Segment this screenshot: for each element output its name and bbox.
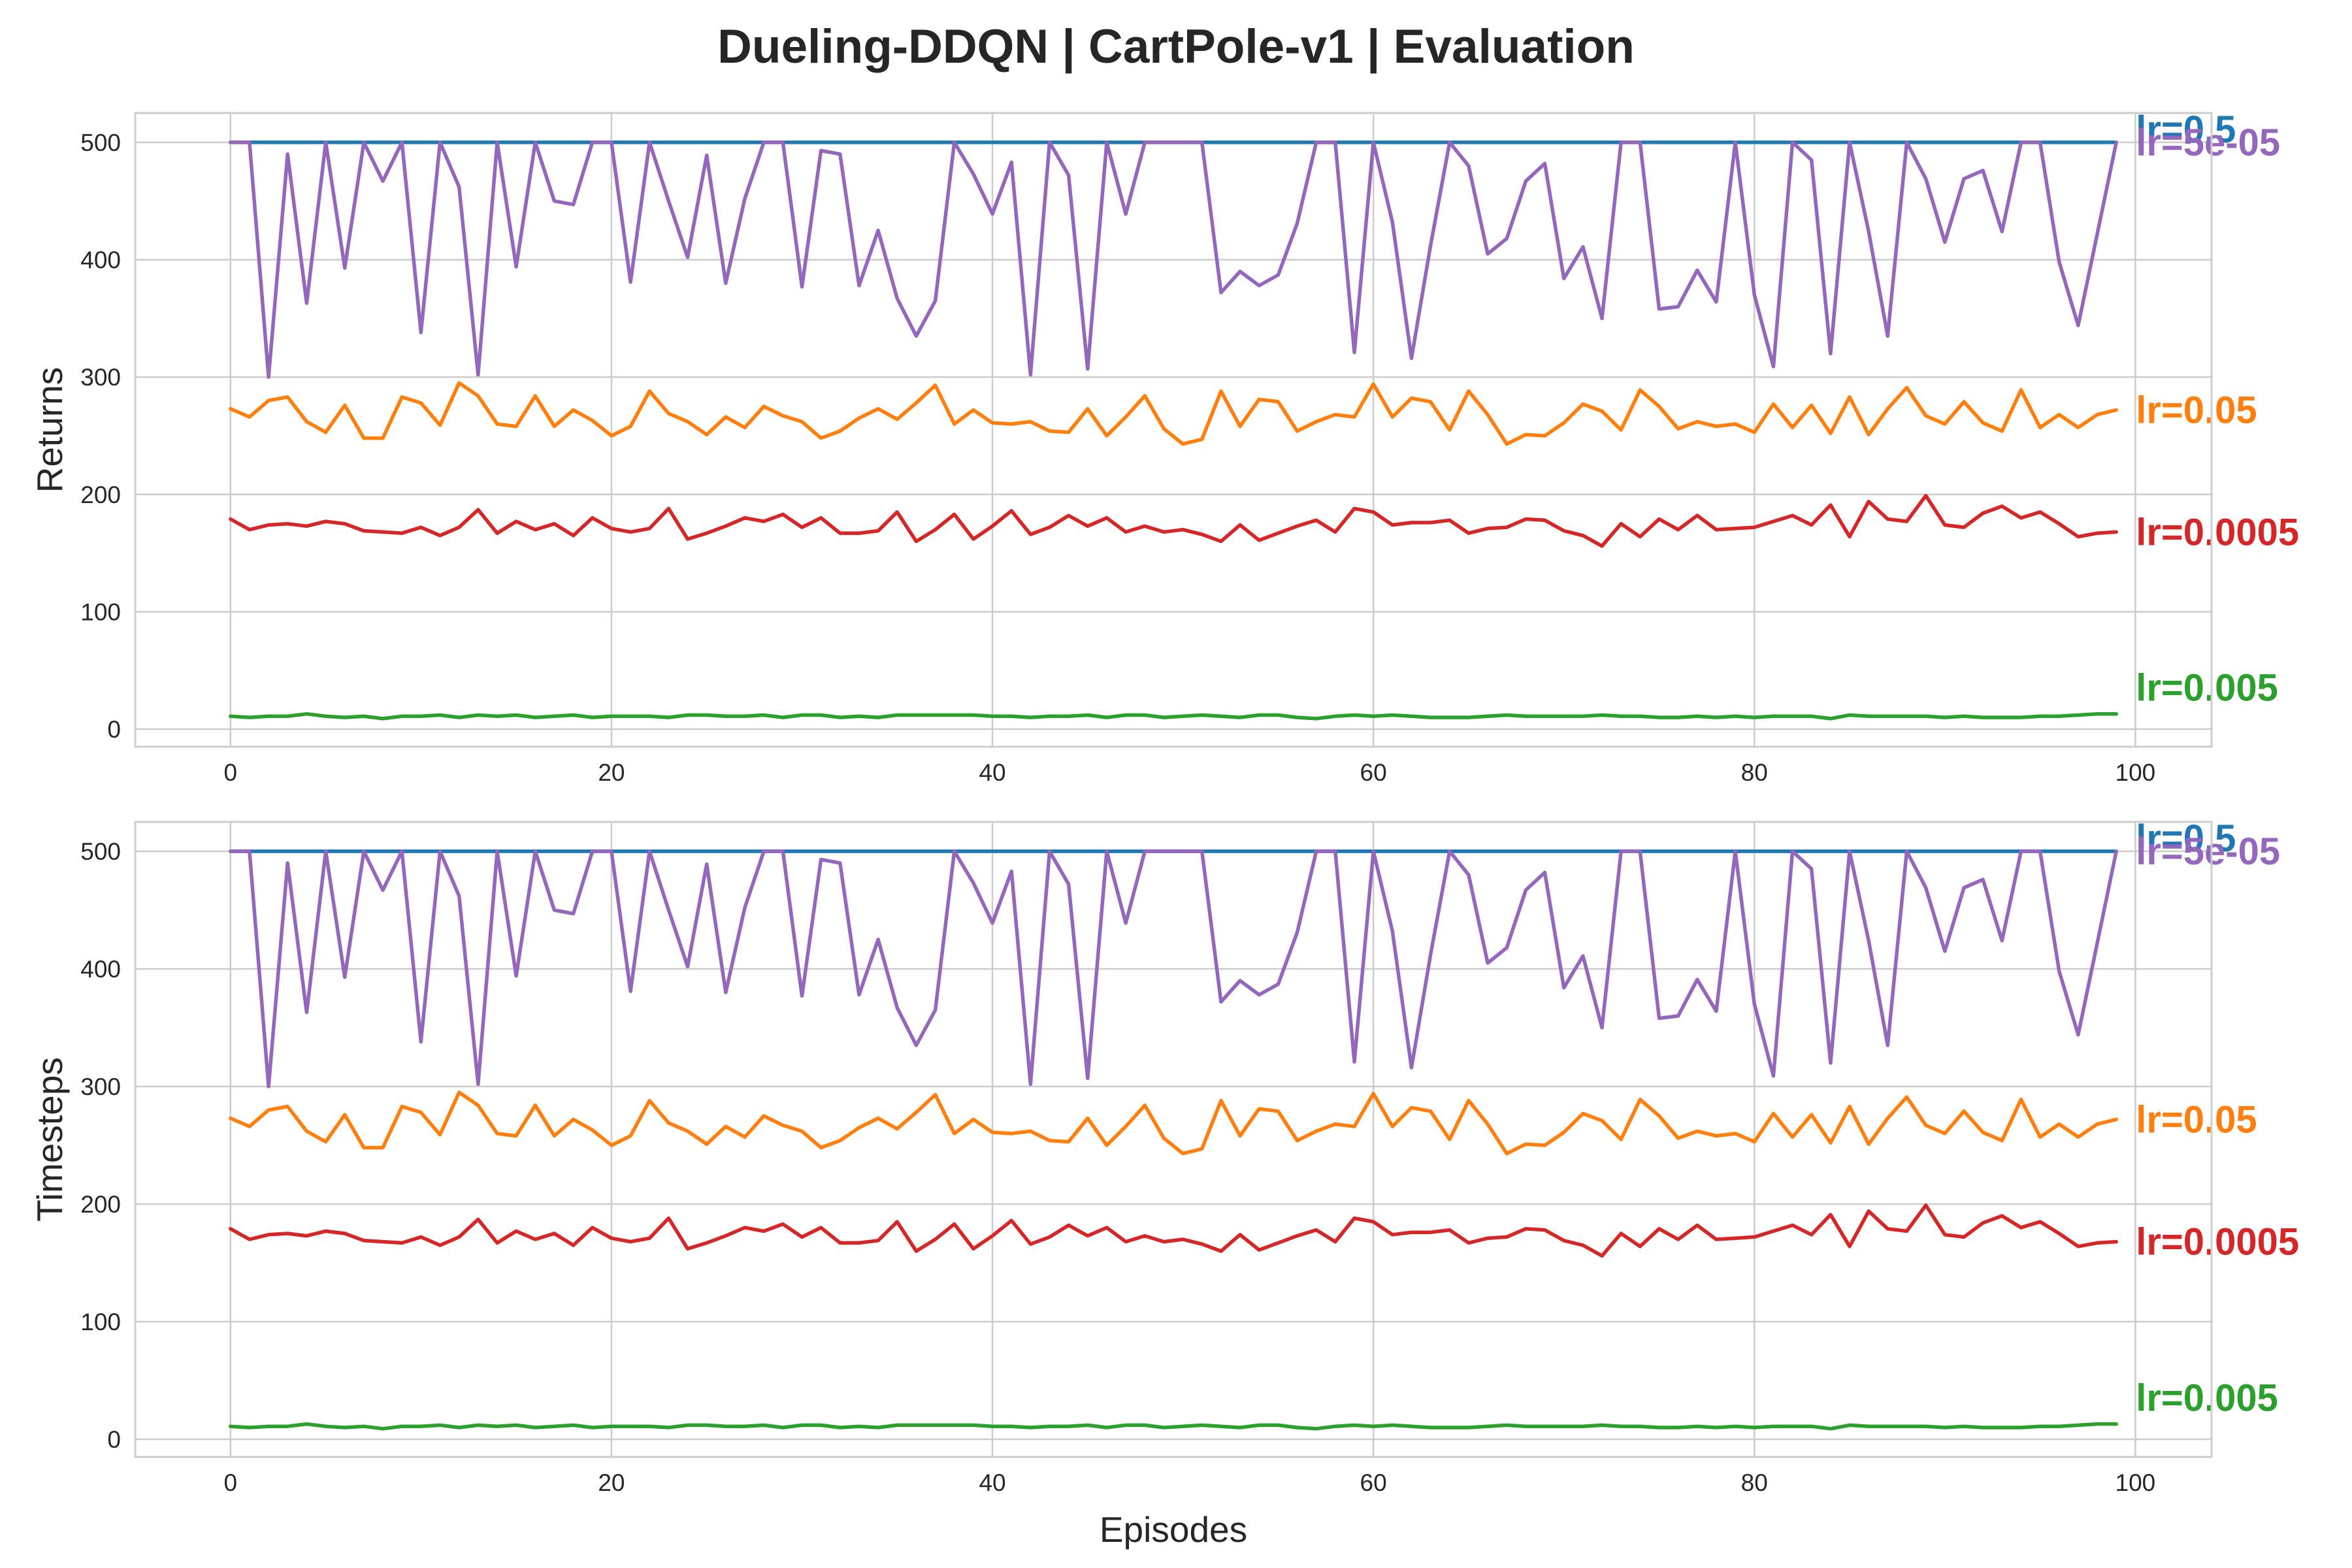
y-tick-label: 200 <box>80 1191 121 1218</box>
y-axis-label: Returns <box>29 367 70 493</box>
x-tick-label: 20 <box>598 1469 625 1496</box>
series-label-lr=0.0005: lr=0.0005 <box>2136 511 2299 553</box>
x-tick-label: 40 <box>979 759 1005 786</box>
x-tick-label: 60 <box>1360 759 1387 786</box>
series-line-lr=0.0005 <box>229 493 2118 548</box>
x-tick-label: 20 <box>598 759 625 786</box>
series-label-lr=0.05: lr=0.05 <box>2136 1098 2257 1141</box>
series-label-lr=0.0005: lr=0.0005 <box>2136 1221 2299 1264</box>
chart-title: Dueling-DDQN | CartPole-v1 | Evaluation <box>717 20 1635 73</box>
x-tick-label: 0 <box>223 1469 237 1496</box>
series-label-lr=5e-05: lr=5e-05 <box>2136 122 2280 164</box>
y-tick-label: 400 <box>80 247 121 274</box>
series-line-lr=0.005 <box>229 711 2118 721</box>
series-label-lr=0.5: lr=0.5 <box>2136 817 2236 860</box>
series-line-lr=5e-05 <box>229 849 2118 1088</box>
x-tick-label: 40 <box>979 1469 1005 1496</box>
y-axis-label: Timesteps <box>29 1057 70 1222</box>
series-label-lr=0.5: lr=0.5 <box>2136 108 2236 151</box>
y-tick-label: 400 <box>80 956 121 983</box>
y-tick-label: 300 <box>80 364 121 391</box>
series-line-lr=0.005 <box>229 1422 2118 1431</box>
series-line-lr=0.0005 <box>229 1203 2118 1258</box>
series-label-lr=0.005: lr=0.005 <box>2136 667 2278 710</box>
x-axis-label: Episodes <box>1100 1509 1247 1550</box>
x-tick-label: 100 <box>2115 759 2156 786</box>
series-label-lr=5e-05: lr=5e-05 <box>2136 830 2280 873</box>
series-label-lr=0.05: lr=0.05 <box>2136 389 2257 431</box>
y-tick-label: 200 <box>80 482 121 508</box>
subplot-1: 0 20 40 60 80 100 0 100 200 300 400 500 lr=0.5lr=5e-… <box>29 108 2299 786</box>
x-tick-label: 60 <box>1360 1469 1387 1496</box>
y-tick-label: 500 <box>80 129 121 156</box>
plot-frame <box>134 821 2213 1458</box>
subplot-2: 0 20 40 60 80 100 0 100 200 300 400 500 lr=0.5lr=5e-… <box>29 817 2299 1550</box>
series-line-lr=5e-05 <box>229 140 2118 379</box>
x-tick-label: 0 <box>223 759 237 786</box>
series-line-lr=0.05 <box>229 381 2118 446</box>
y-tick-label: 0 <box>107 716 121 743</box>
x-tick-label: 80 <box>1741 759 1768 786</box>
series-label-lr=0.005: lr=0.005 <box>2136 1377 2278 1420</box>
y-tick-label: 100 <box>80 598 121 625</box>
series-line-lr=0.05 <box>229 1090 2118 1156</box>
y-tick-label: 500 <box>80 838 121 865</box>
plot-frame <box>134 112 2213 748</box>
y-tick-label: 0 <box>107 1426 121 1453</box>
y-tick-label: 100 <box>80 1309 121 1335</box>
x-tick-label: 80 <box>1741 1469 1768 1496</box>
y-tick-label: 300 <box>80 1073 121 1100</box>
x-tick-label: 100 <box>2115 1469 2156 1496</box>
